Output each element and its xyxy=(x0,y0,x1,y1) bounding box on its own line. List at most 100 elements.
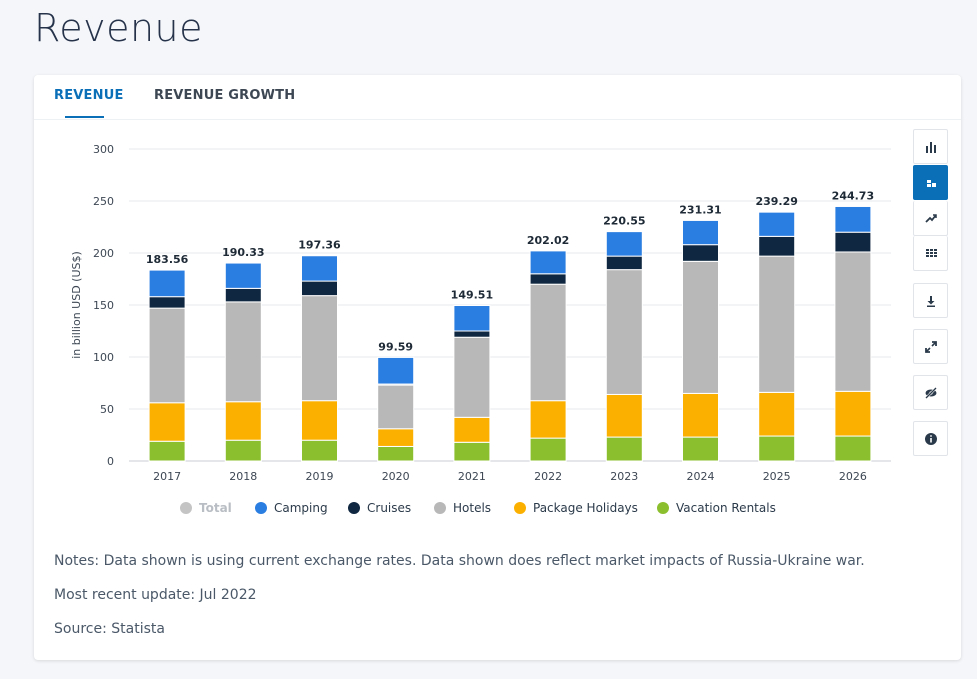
bar-segment xyxy=(758,235,796,257)
x-tick-label: 2022 xyxy=(534,470,562,483)
x-tick-label: 2021 xyxy=(458,470,486,483)
total-label: 239.29 xyxy=(755,195,797,208)
download-icon xyxy=(926,295,935,307)
bar-segment xyxy=(377,356,415,385)
fullscreen-icon xyxy=(924,340,937,353)
total-label: 99.59 xyxy=(378,340,413,353)
bar-segment xyxy=(377,445,415,462)
bar-chart-button[interactable] xyxy=(913,129,948,164)
bar-segment xyxy=(834,390,872,437)
legend-marker xyxy=(255,502,267,514)
stacked-bar-button[interactable] xyxy=(913,165,948,200)
bar-segment xyxy=(758,391,796,437)
bar-segment xyxy=(605,231,643,257)
bar-segment xyxy=(529,283,567,402)
bar-segment xyxy=(148,402,186,442)
tab-revenue[interactable]: REVENUE xyxy=(54,88,124,103)
legend-marker xyxy=(657,502,669,514)
bar-segment xyxy=(377,384,415,430)
bar-chart-icon xyxy=(925,141,936,153)
bar-segment xyxy=(453,416,491,443)
bar-segment xyxy=(453,305,491,332)
info-icon xyxy=(924,432,937,445)
source-text: Source: Statista xyxy=(54,621,165,637)
total-label: 183.56 xyxy=(146,253,189,266)
y-tick-label: 100 xyxy=(93,351,114,364)
x-tick-label: 2018 xyxy=(229,470,257,483)
bar-segment xyxy=(224,262,262,289)
bar-segment xyxy=(682,392,719,438)
stacked-bar-icon xyxy=(926,179,936,187)
bar-segment xyxy=(224,301,262,403)
trend-line-button[interactable] xyxy=(913,201,948,236)
bar-segment xyxy=(148,269,186,298)
x-tick-label: 2017 xyxy=(153,470,181,483)
legend-marker xyxy=(180,502,192,514)
x-tick-label: 2026 xyxy=(839,470,867,483)
x-tick-label: 2025 xyxy=(763,470,791,483)
legend-label: Hotels xyxy=(453,501,491,515)
bar-segment xyxy=(301,280,338,297)
bar-segment xyxy=(682,244,719,262)
bar-segment xyxy=(148,296,186,309)
table-grid-icon xyxy=(925,249,937,257)
recent-update-text: Most recent update: Jul 2022 xyxy=(54,587,257,603)
bar-segment xyxy=(529,273,567,285)
download-button[interactable] xyxy=(913,283,948,318)
hide-button[interactable] xyxy=(913,375,948,410)
bar-segment xyxy=(605,393,643,438)
bar-segment xyxy=(301,255,338,282)
y-tick-label: 300 xyxy=(93,143,114,156)
x-tick-label: 2020 xyxy=(382,470,410,483)
bar-segment xyxy=(148,307,186,404)
info-button[interactable] xyxy=(913,421,948,456)
hide-icon xyxy=(924,386,937,399)
bar-segment xyxy=(301,439,338,462)
bar-segment xyxy=(605,255,643,271)
bar-segment xyxy=(834,435,872,462)
bar-segment xyxy=(148,440,186,462)
x-tick-label: 2024 xyxy=(687,470,715,483)
active-tab-indicator xyxy=(65,116,104,118)
y-tick-label: 150 xyxy=(93,299,114,312)
y-tick-label: 0 xyxy=(107,455,114,468)
total-label: 149.51 xyxy=(451,289,493,302)
y-tick-label: 50 xyxy=(100,403,114,416)
total-label: 197.36 xyxy=(298,239,341,252)
bar-segment xyxy=(224,401,262,441)
bar-segment xyxy=(453,336,491,418)
bar-segment xyxy=(301,400,338,441)
bar-segment xyxy=(758,255,796,393)
total-label: 231.31 xyxy=(679,203,721,216)
bar-segment xyxy=(529,400,567,439)
bar-segment xyxy=(834,205,872,233)
legend-marker xyxy=(514,502,526,514)
legend-label: Package Holidays xyxy=(533,501,638,515)
bar-segment xyxy=(453,330,491,338)
bar-segment xyxy=(453,441,491,462)
total-label: 202.02 xyxy=(527,234,569,247)
total-label: 220.55 xyxy=(603,215,645,228)
bar-segment xyxy=(758,435,796,462)
x-tick-label: 2019 xyxy=(306,470,334,483)
legend-label: Camping xyxy=(274,501,328,515)
legend-marker xyxy=(434,502,446,514)
page-title: Revenue xyxy=(34,6,203,50)
bar-segment xyxy=(682,436,719,462)
bar-segment xyxy=(682,260,719,394)
bar-segment xyxy=(301,295,338,402)
tab-revenue-growth[interactable]: REVENUE GROWTH xyxy=(154,88,296,103)
revenue-card: REVENUE REVENUE GROWTH 0 50 100 150 200 250 30… xyxy=(34,75,961,660)
bar-segment xyxy=(224,439,262,462)
bar-segment xyxy=(529,250,567,275)
table-grid-button[interactable] xyxy=(913,236,948,271)
bar-segment xyxy=(224,287,262,303)
y-axis-label: in billion USD (US$) xyxy=(70,251,83,359)
fullscreen-button[interactable] xyxy=(913,329,948,364)
bar-segment xyxy=(682,219,719,246)
legend-label: Cruises xyxy=(367,501,411,515)
y-tick-label: 200 xyxy=(93,247,114,260)
revenue-stacked-bar-chart: 0 50 100 150 200 250 300 in billion USD (US$) 18… xyxy=(70,143,891,515)
tab-bar: REVENUE REVENUE GROWTH xyxy=(34,75,961,120)
bar-segment xyxy=(605,269,643,395)
